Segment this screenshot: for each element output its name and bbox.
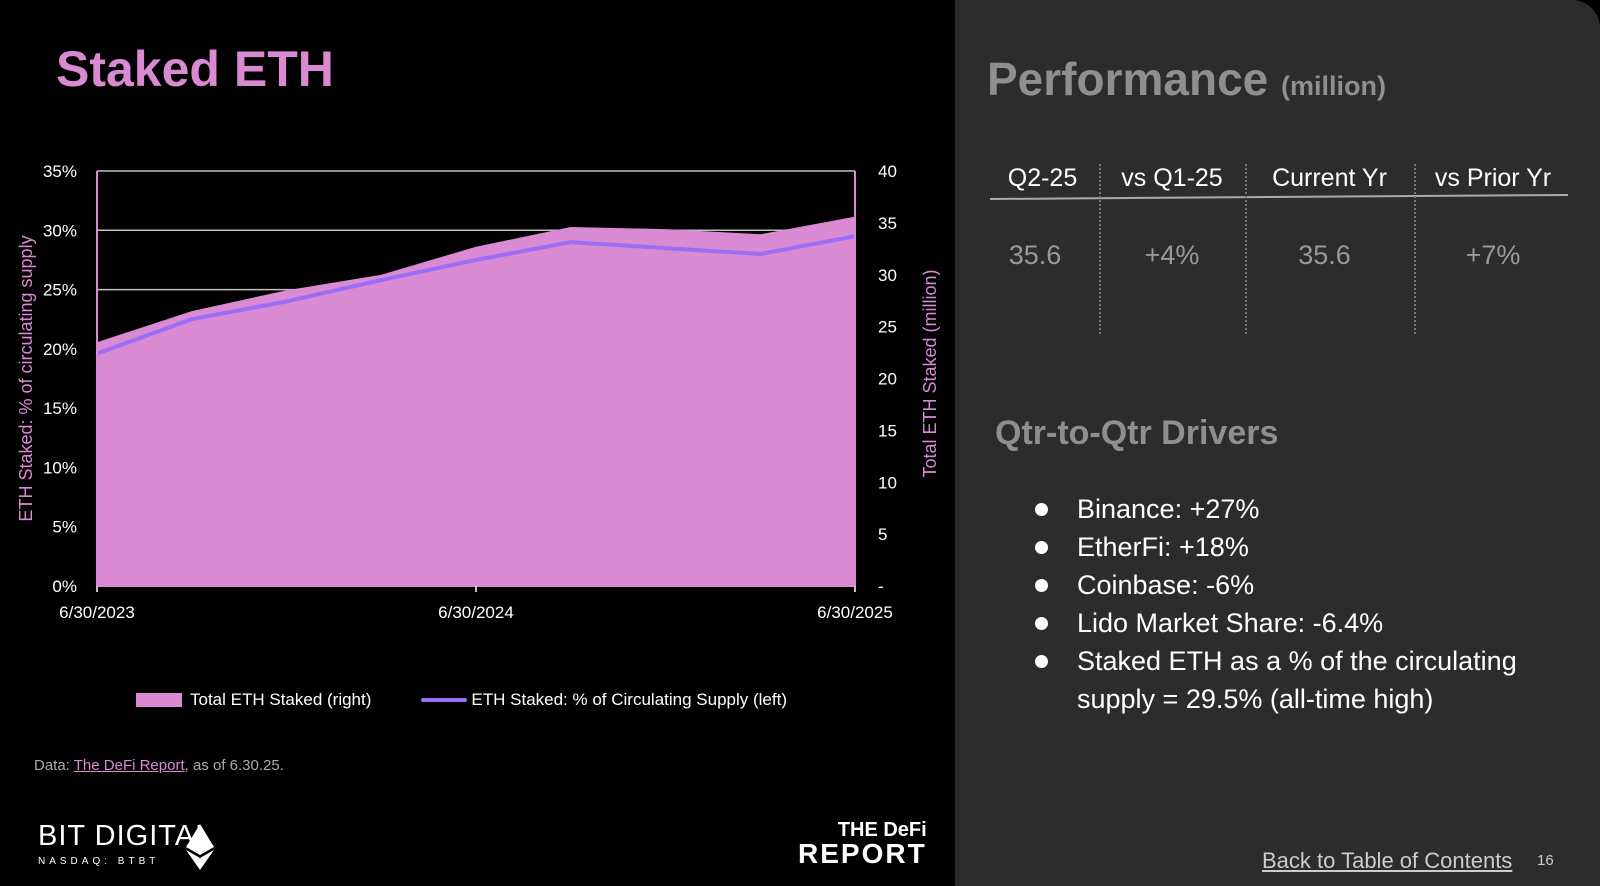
y-left-tick-label: 25% [43,281,77,300]
series-area-total-staked [97,216,855,586]
y-left-tick-label: 5% [52,518,77,537]
driver-item: Binance: +27% [1035,490,1555,528]
y-left-tick-label: 0% [52,577,77,596]
column-divider [1245,164,1247,334]
performance-title-text: Performance [987,53,1269,105]
defi-report-logo-bottom: REPORT [798,838,927,869]
driver-item: Coinbase: -6% [1035,566,1555,604]
source-prefix: Data: [34,757,74,774]
performance-title: Performance (million) [987,52,1386,106]
legend-item-pct-supply: ETH Staked: % of Circulating Supply (lef… [421,690,787,710]
source-suffix: , as of 6.30.25. [184,757,284,774]
driver-item: EtherFi: +18% [1035,528,1555,566]
header-current-yr: Current Yr [1272,164,1387,192]
header-q2-25: Q2-25 [1007,164,1078,192]
y-right-tick-label: 15 [878,421,897,440]
ethereum-icon [186,824,214,870]
legend-swatch-area [136,693,182,707]
driver-item: Staked ETH as a % of the circulating sup… [1035,642,1555,718]
nasdaq-ticker: NASDAQ: BTBT [38,856,160,867]
performance-unit: (million) [1281,71,1386,101]
driver-item: Lido Market Share: -6.4% [1035,604,1555,642]
defi-report-logo: THE DeFi REPORT [798,820,927,868]
header-vs-prior-yr: vs Prior Yr [1434,164,1552,192]
slide-title: Staked ETH [56,41,334,97]
legend-label-total-staked: Total ETH Staked (right) [190,690,372,709]
value-vs-q1-25: +4% [1144,240,1200,270]
legend-swatch-line [421,698,468,702]
bit-digital-wordmark: BIT DIGITAL [38,820,213,852]
legend-label-pct-supply: ETH Staked: % of Circulating Supply (lef… [471,690,787,709]
value-vs-prior-yr: +7% [1465,240,1521,270]
column-divider [1099,164,1101,334]
source-link[interactable]: The DeFi Report [73,757,185,774]
chart-legend: Total ETH Staked (right) ETH Staked: % o… [136,690,837,710]
drivers-list: Binance: +27% EtherFi: +18% Coinbase: -6… [1035,490,1555,718]
y-right-tick-label: 10 [878,473,897,492]
y-right-tick-label: 35 [878,214,897,233]
x-tick-label: 6/30/2023 [59,603,135,622]
y-right-tick-label: 30 [878,266,897,285]
bit-digital-logo: BIT DIGITAL NASDAQ: BTBT [38,820,212,867]
defi-report-logo-top: THE DeFi [837,819,927,841]
legend-item-total-staked: Total ETH Staked (right) [136,690,371,710]
y-right-tick-label: 40 [878,162,897,181]
y-right-axis-title: Total ETH Staked (million) [920,269,940,477]
table-header-divider [989,193,1568,200]
data-source-note: Data: The DeFi Report, as of 6.30.25. [34,757,284,774]
drivers-title: Qtr-to-Qtr Drivers [995,414,1279,452]
y-left-tick-label: 35% [43,162,77,181]
y-left-tick-label: 20% [43,340,77,359]
y-left-axis-title: ETH Staked: % of circulating supply [16,235,36,521]
back-to-toc-link[interactable]: Back to Table of Contents [1262,848,1513,873]
y-right-tick-label: 5 [878,525,887,544]
y-right-tick-label: 25 [878,318,897,337]
y-left-tick-label: 30% [43,221,77,240]
y-left-tick-label: 15% [43,399,77,418]
x-tick-label: 6/30/2024 [438,603,514,622]
staked-eth-chart: 0% 5% 10% 15% 20% 25% 30% 35% - 5 10 15 20 25 30 35 40 6/… [16,162,940,622]
chart-panel: Staked ETH 0% 5% 10% 15% 20% 25% 30% 35% - 5 10 15 2… [16,41,940,870]
series-line-pct-supply [96,234,856,356]
value-current-yr: 35.6 [1298,240,1351,270]
y-left-tick-label: 10% [43,458,77,477]
header-vs-q1-25: vs Q1-25 [1121,164,1223,192]
y-right-tick-label: 20 [878,370,897,389]
performance-table: Q2-25 vs Q1-25 Current Yr vs Prior Yr 35… [989,164,1570,334]
y-right-tick-label: - [878,577,884,596]
column-divider [1414,164,1416,334]
value-q2-25: 35.6 [1008,240,1062,270]
x-tick-label: 6/30/2025 [817,603,893,622]
page-number: 16 [1537,852,1554,869]
summary-panel: Performance (million) Q2-25 vs Q1-25 Cur… [955,0,1600,886]
